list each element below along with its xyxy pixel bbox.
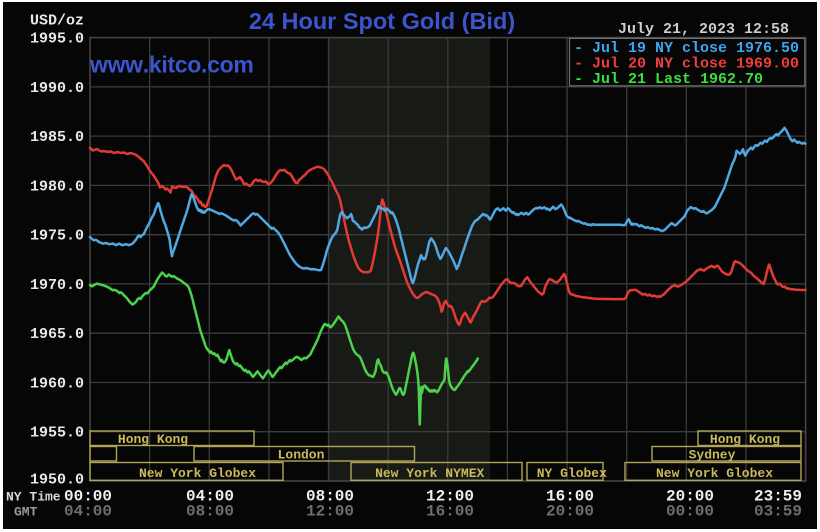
svg-text:12:00: 12:00: [426, 488, 474, 506]
svg-text:08:00: 08:00: [186, 503, 234, 521]
svg-text:20:00: 20:00: [666, 488, 714, 506]
svg-text:1990.0: 1990.0: [30, 80, 84, 97]
svg-text:- Jul 21 Last 1962.70: - Jul 21 Last 1962.70: [574, 71, 763, 88]
svg-text:1960.0: 1960.0: [30, 375, 84, 392]
svg-text:NY Globex: NY Globex: [537, 466, 607, 481]
svg-text:16:00: 16:00: [546, 488, 594, 506]
svg-text:Hong Kong: Hong Kong: [118, 432, 188, 447]
svg-text:1975.0: 1975.0: [30, 228, 84, 245]
svg-text:1955.0: 1955.0: [30, 425, 84, 442]
svg-text:GMT: GMT: [14, 505, 38, 520]
svg-text:00:00: 00:00: [64, 488, 112, 506]
svg-text:www.kitco.com: www.kitco.com: [89, 52, 254, 78]
svg-text:1965.0: 1965.0: [30, 326, 84, 343]
svg-text:1995.0: 1995.0: [30, 31, 84, 48]
svg-text:Sydney: Sydney: [689, 448, 736, 463]
svg-text:12:00: 12:00: [306, 503, 354, 521]
svg-text:New York NYMEX: New York NYMEX: [375, 466, 484, 481]
svg-text:- Jul 20 NY close 1969.00: - Jul 20 NY close 1969.00: [574, 56, 799, 73]
svg-text:00:00: 00:00: [666, 503, 714, 521]
svg-text:July 21, 2023 12:58: July 21, 2023 12:58: [618, 21, 789, 38]
svg-text:New York Globex: New York Globex: [139, 466, 256, 481]
svg-text:- Jul 19 NY close 1976.50: - Jul 19 NY close 1976.50: [574, 40, 799, 57]
svg-text:London: London: [278, 448, 325, 463]
svg-text:03:59: 03:59: [754, 503, 802, 521]
svg-text:08:00: 08:00: [306, 488, 354, 506]
svg-text:1980.0: 1980.0: [30, 178, 84, 195]
svg-text:23:59: 23:59: [754, 488, 802, 506]
svg-text:24 Hour Spot Gold (Bid): 24 Hour Spot Gold (Bid): [249, 8, 515, 34]
svg-text:NY Time: NY Time: [6, 490, 61, 505]
svg-text:04:00: 04:00: [64, 503, 112, 521]
svg-text:New York Globex: New York Globex: [656, 466, 773, 481]
svg-text:USD/oz: USD/oz: [30, 13, 84, 30]
svg-text:1950.0: 1950.0: [30, 472, 84, 489]
svg-text:Hong Kong: Hong Kong: [710, 432, 780, 447]
svg-text:1985.0: 1985.0: [30, 129, 84, 146]
svg-text:20:00: 20:00: [546, 503, 594, 521]
svg-text:04:00: 04:00: [186, 488, 234, 506]
svg-text:1970.0: 1970.0: [30, 277, 84, 294]
svg-text:16:00: 16:00: [426, 503, 474, 521]
